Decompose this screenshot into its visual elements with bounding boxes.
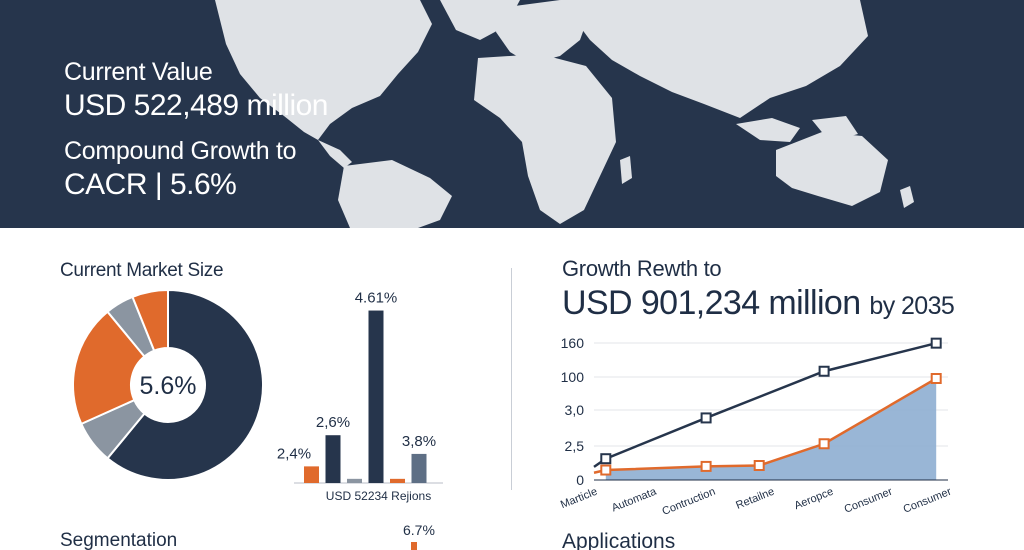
bar-x-label: USD 52234 Rejions [326,489,431,503]
bar-value-label: 2,6% [316,414,350,431]
world-map [215,0,914,228]
series-marker [600,453,612,465]
bar-value-label: 4.61% [355,290,398,307]
bar [390,478,405,483]
x-tick-label: Contruction [660,486,717,518]
growth-year: by 2035 [869,292,955,320]
x-tick-label: Consumer [902,486,954,516]
x-tick-label: Marticle [559,486,599,512]
x-tick-label: Automata [610,485,659,514]
segmentation-bar [411,542,417,550]
y-tick-label: 2,5 [565,438,585,454]
x-tick-label: Retailne [734,486,776,512]
series-marker [818,365,830,377]
segmentation-title: Segmentation [60,530,178,550]
series-marker [818,438,830,450]
donut-chart: 5.6% [72,288,264,481]
series-marker [930,373,942,384]
cagr-value: CACR | 5.6% [64,168,237,201]
growth-value-line: USD 901,234 million by 2035 [562,284,955,323]
donut-center-label: 5.6% [140,372,197,400]
growth-title: Growth Rewth to [562,256,722,281]
x-tick-label: Consumer [843,486,895,516]
pie-slice [106,288,264,481]
y-tick-label: 3,0 [565,402,585,418]
segmentation-value: 6.7% [403,522,435,538]
series-marker [700,460,712,472]
current-value-label: Current Value [64,58,213,86]
y-tick-label: 0 [576,472,584,488]
pie-slice [131,288,169,352]
market-size-title: Current Market Size [60,260,224,281]
growth-value: USD 901,234 million [562,284,861,322]
compound-growth-label: Compound Growth to [64,137,297,165]
current-value: USD 522,489 million [64,89,328,122]
series-marker [600,464,612,476]
applications-title: Applications [562,530,676,550]
series-marker [753,460,765,471]
series-marker [700,412,712,424]
y-tick-label: 160 [561,335,585,351]
bar-value-label: 3,8% [402,433,436,450]
bar [347,478,362,483]
series-marker [930,337,942,349]
bar [325,435,341,483]
x-tick-label: Aeropce [793,486,835,512]
y-tick-label: 100 [561,369,585,385]
pie-slice [72,310,146,426]
section-divider [511,268,512,490]
bar-chart: 2,4% 2,6% 4.61% 3,8% USD 52234 Rejions [277,290,443,503]
hero-banner: Current Value USD 522,489 million Compou… [0,0,1024,228]
bar [304,466,319,483]
area-fill [605,378,937,480]
bar [411,453,427,483]
bar-value-label: 2,4% [277,445,311,462]
bar [368,310,384,483]
